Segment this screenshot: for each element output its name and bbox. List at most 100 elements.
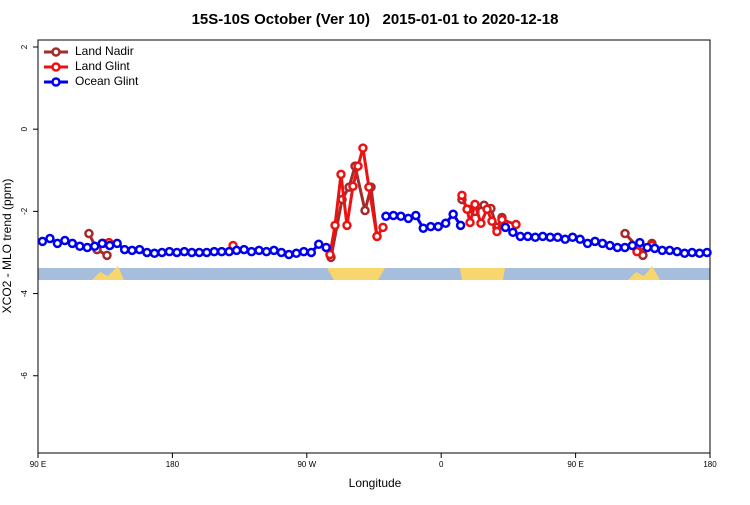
data-point [465, 217, 475, 228]
data-point [336, 169, 346, 180]
data-point [411, 210, 421, 221]
data-point [396, 211, 406, 222]
data-point [537, 231, 548, 242]
data-point [104, 240, 115, 251]
data-point [635, 237, 645, 248]
data-point [664, 245, 675, 256]
data-point [157, 247, 167, 258]
data-point [231, 245, 242, 256]
data-point [142, 247, 152, 258]
data-point [470, 199, 480, 210]
data-point [545, 232, 555, 243]
data-point [254, 245, 264, 256]
data-point [330, 220, 340, 231]
data-point [632, 246, 642, 257]
x-tick-label: 90 E [567, 460, 583, 469]
data-point [500, 222, 511, 233]
plot-frame [37, 39, 711, 454]
data-point [425, 221, 436, 232]
data-point [597, 238, 608, 249]
data-point [418, 223, 429, 233]
data-point [127, 245, 137, 256]
legend-label: Land Nadir [75, 44, 134, 58]
land-area [327, 268, 385, 280]
data-point [52, 238, 63, 249]
x-tick-label: 90 E [30, 460, 46, 469]
data-point [492, 226, 502, 237]
data-point [612, 242, 623, 253]
data-point [590, 236, 600, 247]
data-point [403, 213, 414, 224]
data-point [672, 246, 682, 257]
data-point [67, 238, 78, 249]
data-point [209, 246, 219, 257]
data-point [239, 244, 249, 255]
data-point [497, 214, 507, 225]
data-point [269, 245, 279, 256]
land-area [628, 266, 660, 280]
data-point [530, 232, 541, 243]
x-tick-label: 180 [703, 460, 717, 469]
data-point [82, 242, 93, 253]
land-area [460, 268, 505, 280]
data-point [276, 247, 287, 258]
data-point [457, 190, 467, 201]
legend-label: Land Glint [75, 59, 130, 73]
data-point [372, 231, 382, 242]
data-point [687, 247, 697, 258]
data-point [201, 247, 212, 258]
data-point [172, 247, 182, 258]
data-point [348, 181, 358, 192]
data-point [476, 218, 486, 229]
data-point [216, 246, 227, 257]
data-point [246, 246, 257, 257]
data-point [440, 218, 451, 229]
data-point [164, 246, 175, 257]
data-point [515, 231, 526, 242]
data-point [112, 238, 122, 249]
data-point [381, 211, 391, 222]
data-point [552, 232, 563, 243]
data-point [353, 161, 363, 171]
data-point [37, 236, 48, 247]
x-tick-label: 180 [166, 460, 180, 469]
legend-marker [51, 77, 61, 87]
y-tick-label: -4 [20, 289, 29, 297]
data-point [642, 242, 653, 253]
data-point [84, 228, 94, 239]
data-point [378, 222, 388, 233]
data-point [179, 246, 190, 257]
data-point [649, 243, 660, 254]
data-point [605, 240, 615, 251]
data-point [679, 248, 690, 259]
data-point [433, 221, 443, 232]
data-point [313, 239, 324, 249]
y-tick-label: -2 [20, 207, 29, 215]
data-point [284, 249, 294, 260]
data-point [560, 234, 570, 245]
land-area [92, 266, 124, 280]
data-point [321, 242, 331, 253]
data-point [97, 238, 107, 249]
data-point [567, 232, 578, 243]
data-point [342, 220, 352, 231]
data-point [194, 247, 205, 258]
data-point [694, 248, 705, 259]
data-point [511, 219, 521, 230]
data-point [487, 216, 497, 226]
data-point [582, 238, 593, 249]
y-tick-label: 0 [20, 126, 29, 131]
x-axis-label: Longitude [349, 476, 402, 490]
data-point [364, 182, 374, 192]
data-point [358, 143, 368, 153]
data-point [119, 244, 130, 255]
legend-marker [51, 62, 61, 72]
data-point [291, 248, 302, 259]
data-point [325, 249, 335, 260]
data-point [149, 248, 160, 259]
data-point [60, 235, 70, 246]
data-point [523, 231, 533, 242]
data-point [89, 241, 100, 252]
data-point [224, 246, 234, 257]
data-point [702, 247, 712, 258]
